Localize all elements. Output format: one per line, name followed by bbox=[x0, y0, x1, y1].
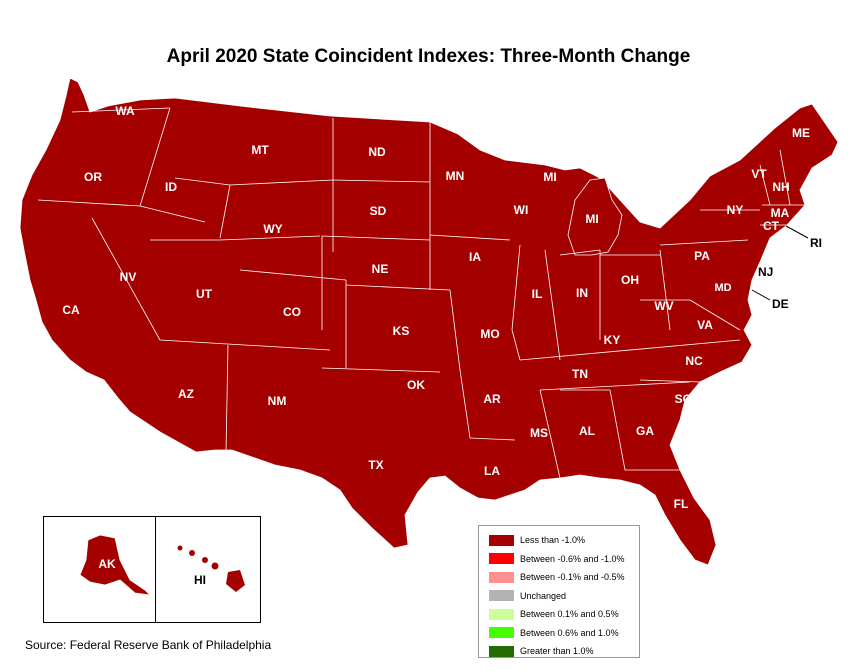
hawaii-islands bbox=[177, 545, 245, 592]
state-label-ks: KS bbox=[393, 324, 410, 338]
legend-item: Between 0.6% and 1.0% bbox=[489, 624, 639, 643]
state-label-vt: VT bbox=[751, 167, 767, 181]
us-mainland bbox=[19, 77, 839, 566]
state-label-id: ID bbox=[165, 180, 177, 194]
state-label-nm: NM bbox=[268, 394, 287, 408]
state-label-ny: NY bbox=[727, 203, 744, 217]
legend-item: Less than -1.0% bbox=[489, 531, 639, 550]
state-label-mn: MN bbox=[446, 169, 465, 183]
legend-item: Between 0.1% and 0.5% bbox=[489, 605, 639, 624]
legend-label: Between -0.1% and -0.5% bbox=[520, 572, 625, 583]
legend-swatch bbox=[489, 571, 514, 583]
michigan-lower bbox=[567, 177, 623, 256]
state-label-wv: WV bbox=[654, 299, 673, 313]
legend-swatch bbox=[489, 553, 514, 565]
state-label-ne: NE bbox=[372, 262, 389, 276]
state-label-ar: AR bbox=[483, 392, 501, 406]
state-label-sc: SC bbox=[675, 392, 692, 406]
state-label-ct: CT bbox=[763, 219, 780, 233]
state-label-ak: AK bbox=[98, 557, 116, 571]
state-label-co: CO bbox=[283, 305, 301, 319]
de-leader-line bbox=[751, 289, 771, 301]
map-legend: Less than -1.0% Between -0.6% and -1.0% … bbox=[478, 525, 640, 658]
state-label-in: IN bbox=[576, 286, 588, 300]
legend-swatch bbox=[489, 627, 514, 639]
alaska-shape bbox=[79, 534, 152, 596]
state-label-wi: WI bbox=[514, 203, 529, 217]
state-label-sd: SD bbox=[370, 204, 387, 218]
legend-item: Between -0.1% and -0.5% bbox=[489, 568, 639, 587]
legend-label: Between -0.6% and -1.0% bbox=[520, 553, 625, 564]
state-label-nv: NV bbox=[120, 270, 137, 284]
state-label-ca: CA bbox=[62, 303, 80, 317]
legend-swatch bbox=[489, 534, 514, 546]
state-label-nh: NH bbox=[772, 180, 789, 194]
state-label-nc: NC bbox=[685, 354, 703, 368]
state-label-nd: ND bbox=[368, 145, 386, 159]
state-labels: WA OR CA ID NV MT WY UT AZ CO NM ND SD N… bbox=[62, 104, 822, 587]
state-label-ms: MS bbox=[530, 426, 548, 440]
state-label-ma: MA bbox=[771, 206, 790, 220]
state-borders bbox=[37, 107, 808, 479]
legend-label: Between 0.6% and 1.0% bbox=[520, 627, 619, 638]
state-label-az: AZ bbox=[178, 387, 194, 401]
state-label-mi-up: MI bbox=[543, 170, 556, 184]
state-label-al: AL bbox=[579, 424, 595, 438]
legend-item: Greater than 1.0% bbox=[489, 642, 639, 661]
state-label-nj: NJ bbox=[758, 265, 773, 279]
inset-divider bbox=[155, 517, 156, 622]
legend-label: Greater than 1.0% bbox=[520, 646, 594, 657]
state-label-tx: TX bbox=[368, 458, 383, 472]
state-label-mo: MO bbox=[480, 327, 499, 341]
legend-swatch bbox=[489, 608, 514, 620]
source-note: Source: Federal Reserve Bank of Philadel… bbox=[25, 638, 272, 652]
state-label-ri: RI bbox=[810, 236, 822, 250]
state-label-tn: TN bbox=[572, 367, 588, 381]
legend-swatch bbox=[489, 645, 514, 657]
state-label-hi: HI bbox=[194, 573, 206, 587]
state-label-oh: OH bbox=[621, 273, 639, 287]
legend-label: Between 0.1% and 0.5% bbox=[520, 609, 619, 620]
state-label-pa: PA bbox=[694, 249, 710, 263]
alaska-hawaii-inset bbox=[43, 516, 261, 623]
state-label-fl: FL bbox=[674, 497, 689, 511]
state-label-va: VA bbox=[697, 318, 713, 332]
state-label-mi: MI bbox=[585, 212, 598, 226]
legend-swatch bbox=[489, 590, 514, 602]
state-label-or: OR bbox=[84, 170, 102, 184]
map-title: April 2020 State Coincident Indexes: Thr… bbox=[166, 46, 691, 67]
state-label-ia: IA bbox=[469, 250, 481, 264]
state-label-ky: KY bbox=[604, 333, 621, 347]
state-label-la: LA bbox=[484, 464, 500, 478]
state-label-il: IL bbox=[532, 287, 543, 301]
state-label-wy: WY bbox=[263, 222, 282, 236]
state-label-wa: WA bbox=[115, 104, 135, 118]
legend-item: Unchanged bbox=[489, 587, 639, 606]
legend-item: Between -0.6% and -1.0% bbox=[489, 550, 639, 569]
state-label-ga: GA bbox=[636, 424, 654, 438]
state-label-ok: OK bbox=[407, 378, 425, 392]
state-label-me: ME bbox=[792, 126, 810, 140]
state-label-ut: UT bbox=[196, 287, 213, 301]
ri-leader-line bbox=[785, 225, 809, 239]
legend-label: Less than -1.0% bbox=[520, 535, 586, 546]
legend-label: Unchanged bbox=[520, 590, 567, 601]
state-label-de: DE bbox=[772, 297, 789, 311]
state-label-md: MD bbox=[714, 282, 731, 294]
state-label-mt: MT bbox=[251, 143, 269, 157]
